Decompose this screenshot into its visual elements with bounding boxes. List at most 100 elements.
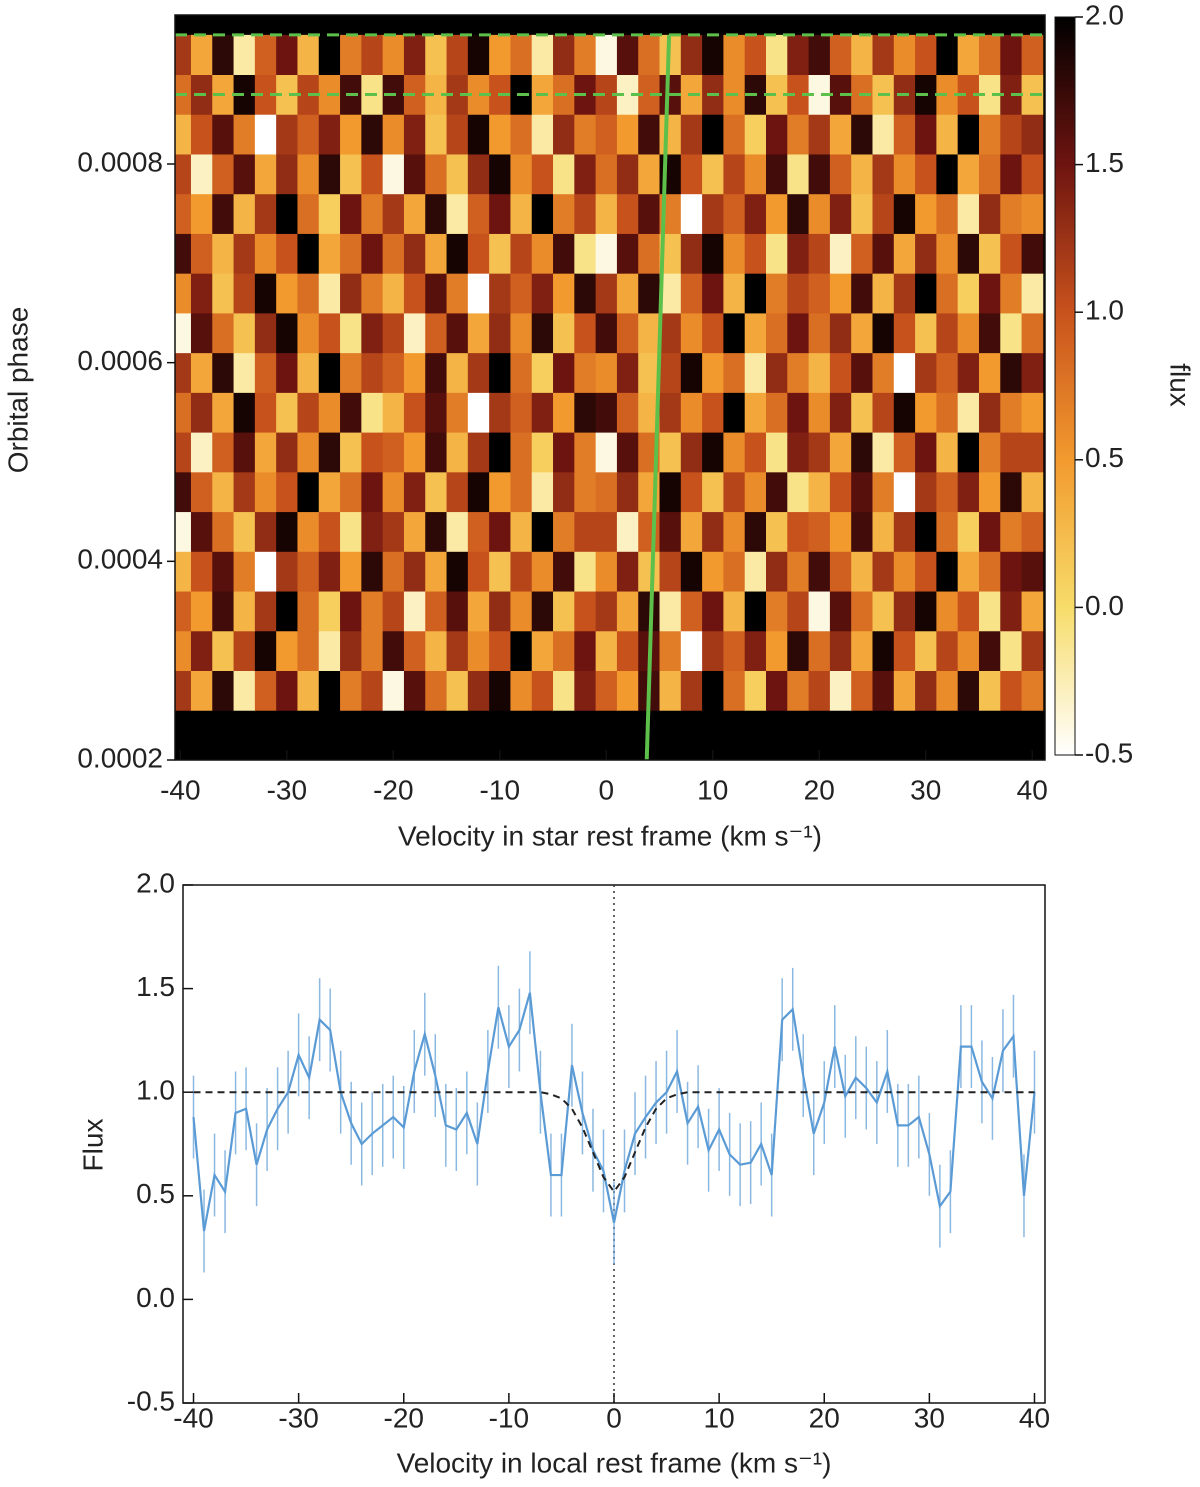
heat-cell [1021,551,1044,592]
heat-cell [1000,114,1022,155]
heat-cell [1000,273,1022,314]
heat-cell [403,114,426,155]
heat-cell [340,630,362,671]
heat-cell [212,154,234,195]
heat-cell [766,193,788,234]
heat-cell [936,630,959,671]
heat-cell [403,273,426,314]
heat-cell [744,154,767,195]
heat-cell [510,670,533,711]
heat-cell [680,114,703,155]
heat-cell [787,74,809,115]
heat-cell [276,233,298,274]
x-tick-label: 0 [606,1402,622,1433]
heat-cell [766,471,788,513]
heat-cell [489,511,511,552]
heat-cell [318,630,341,671]
heat-cell [403,630,426,671]
heat-cell [340,670,362,711]
heat-cell [702,551,724,592]
heat-cell [574,432,597,473]
heat-cell [766,551,788,592]
heat-cell [851,670,873,711]
heat-cell [851,273,873,314]
heat-cell [893,352,916,393]
heat-cell [1000,352,1022,393]
heat-cell [403,551,426,592]
heat-cell [616,511,639,552]
heat-cell [851,114,873,155]
x-tick-label: 10 [697,774,728,805]
heat-cell [1000,670,1022,711]
heat-cell [893,392,916,433]
heat-cell [766,591,788,632]
heat-cell [893,154,916,195]
heat-cell [1000,154,1022,195]
heat-cell [829,432,852,473]
heat-cell [276,432,298,473]
heat-cell [361,432,384,473]
heat-cell [553,352,575,393]
heat-cell [1000,432,1022,473]
heat-cell [978,313,1001,354]
heat-cell [510,193,533,234]
heat-cell [175,233,192,274]
heat-cell [553,154,575,195]
y-tick-label: 0.0008 [77,146,163,177]
heat-cell [446,392,469,433]
colorbar-tick-label: 1.5 [1085,147,1124,178]
heat-cell [702,233,724,274]
heat-cell [893,313,916,354]
heat-cell [531,352,554,393]
heat-cell [553,193,575,234]
heat-cell [723,352,746,393]
heat-cell [978,352,1001,393]
y-tick-label: 0.0004 [77,544,163,575]
heat-cell [233,551,256,592]
heat-cell [175,432,192,473]
heat-cell [595,74,618,115]
heat-cell [872,34,895,75]
heat-cell [467,74,490,115]
heat-cell [915,193,937,234]
heat-cell [744,233,767,274]
heat-cell [936,233,959,274]
heat-cell [702,591,724,632]
heat-cell [190,630,213,671]
x-tick-label: -40 [160,774,200,805]
heat-cell [1000,551,1022,592]
heat-cell [915,313,937,354]
y-tick-label: 0.0002 [77,742,163,773]
heat-cell [1000,392,1022,433]
heat-cell [212,114,234,155]
heat-cell [723,392,746,433]
heat-cell [212,352,234,393]
heat-cell [531,591,554,632]
heat-cell [510,630,533,671]
x-tick-label: 10 [704,1402,735,1433]
heat-cell [276,313,298,354]
heat-cell [190,154,213,195]
heat-cell [361,273,384,314]
heat-cell [702,392,724,433]
heat-cell [425,591,447,632]
heat-cell [318,273,341,314]
heat-cell [212,511,234,552]
heat-cell [1000,471,1022,513]
heat-cell [766,630,788,671]
heat-cell [446,233,469,274]
heat-cell [638,74,660,115]
heat-cell [723,114,746,155]
heat-cell [467,551,490,592]
heat-cell [787,670,809,711]
heat-cell [893,630,916,671]
heat-cell [808,233,831,274]
heat-cell [276,630,298,671]
heat-cell [1021,114,1044,155]
heat-cell [1021,392,1044,433]
heat-cell [766,74,788,115]
heat-cell [616,273,639,314]
heat-cell [553,630,575,671]
heat-cell [510,392,533,433]
heat-cell [531,630,554,671]
